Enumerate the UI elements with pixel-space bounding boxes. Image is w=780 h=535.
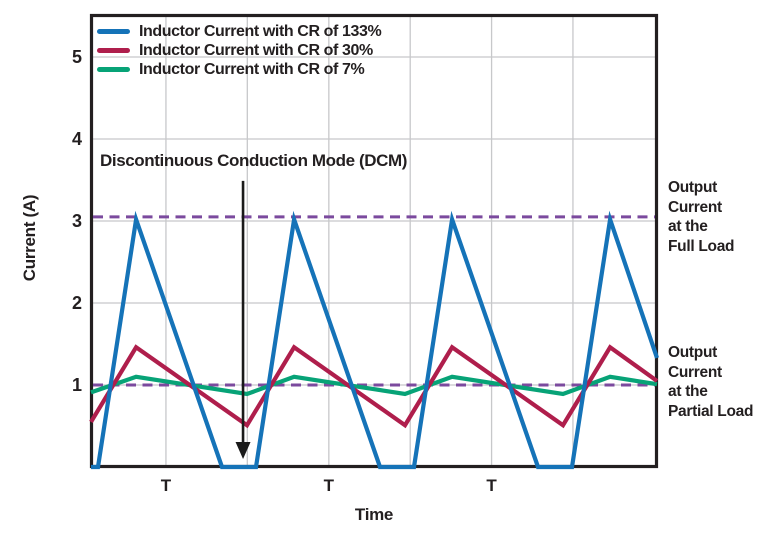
full-load-label: Output Current at the Full Load bbox=[668, 179, 735, 255]
waveform-series-2 bbox=[90, 374, 658, 397]
plot-border bbox=[89, 13, 659, 469]
x-tick-label: T bbox=[486, 476, 497, 495]
x-axis-title: Time bbox=[354, 505, 394, 524]
waveform-series-1 bbox=[89, 344, 659, 429]
x-tick-label: T bbox=[323, 476, 335, 495]
legend-swatch-cr133-icon bbox=[97, 29, 130, 34]
waveform-series-0 bbox=[91, 210, 659, 470]
legend-label-cr7: Inductor Current with CR of 7% bbox=[139, 60, 365, 78]
legend: Inductor Current with CR of 133% Inducto… bbox=[97, 22, 382, 79]
legend-label-cr30: Inductor Current with CR of 30% bbox=[139, 41, 373, 59]
y-tick-label: 5 bbox=[71, 47, 82, 67]
legend-swatch-cr7-icon bbox=[97, 67, 130, 72]
legend-item: Inductor Current with CR of 7% bbox=[97, 60, 381, 79]
legend-label-cr133: Inductor Current with CR of 133% bbox=[139, 22, 382, 40]
partial-load-label: Output Current at the Partial Load bbox=[668, 344, 754, 420]
x-tick-label: T bbox=[160, 476, 172, 495]
y-axis-title: Current (A) bbox=[20, 194, 39, 282]
legend-item: Inductor Current with CR of 133% bbox=[97, 22, 382, 41]
y-tick-label: 2 bbox=[71, 293, 82, 313]
y-tick-label: 1 bbox=[71, 375, 82, 395]
legend-item: Inductor Current with CR of 30% bbox=[97, 41, 381, 60]
y-tick-label: 3 bbox=[71, 211, 82, 231]
legend-swatch-cr30-icon bbox=[97, 48, 130, 53]
dcm-arrowhead-icon bbox=[235, 442, 251, 460]
dcm-annotation: Discontinuous Conduction Mode (DCM) bbox=[100, 151, 408, 170]
y-tick-label: 4 bbox=[71, 129, 82, 149]
